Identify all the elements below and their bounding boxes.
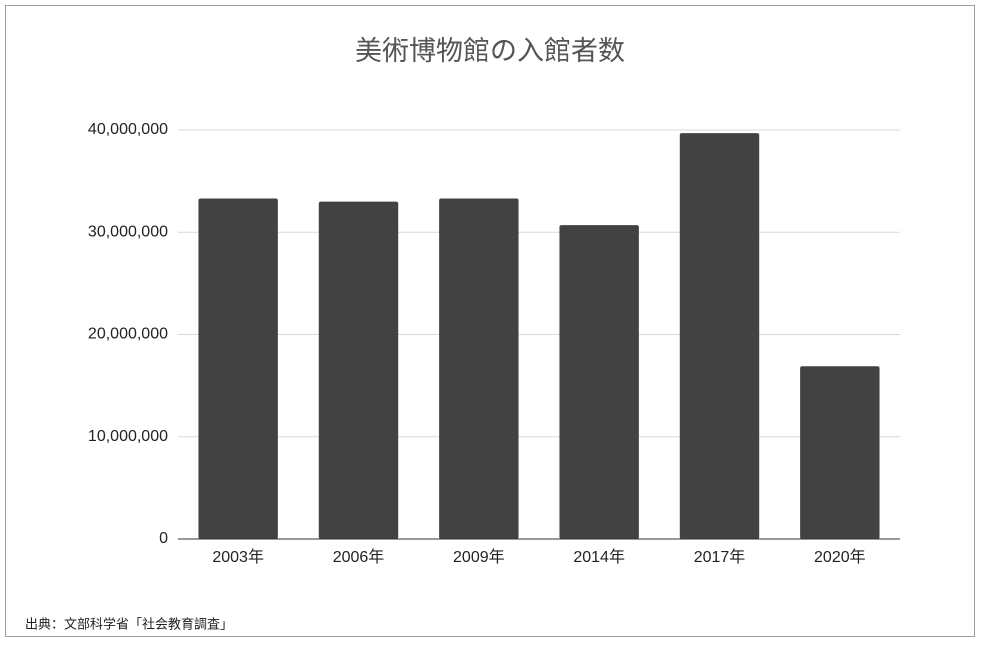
bar — [198, 198, 278, 539]
chart-title: 美術博物館の入館者数 — [355, 36, 625, 66]
bar — [800, 366, 880, 539]
bar — [679, 133, 760, 539]
y-tick-label: 40,000,000 — [88, 121, 168, 138]
y-tick-label: 0 — [159, 530, 168, 547]
x-tick-label: 2017年 — [694, 548, 746, 566]
x-tick-label: 2014年 — [573, 548, 625, 566]
y-tick-label: 10,000,000 — [88, 428, 168, 445]
x-tick-label: 2020年 — [814, 548, 866, 566]
y-tick-label: 20,000,000 — [88, 326, 168, 343]
x-tick-label: 2003年 — [212, 548, 264, 566]
x-tick-label: 2006年 — [333, 548, 385, 566]
bar — [559, 225, 639, 539]
bar — [318, 201, 399, 539]
y-tick-label: 30,000,000 — [88, 223, 168, 240]
source-note: 出典：文部科学省「社会教育調査」 — [25, 616, 233, 631]
x-tick-label: 2009年 — [453, 548, 505, 566]
bar — [439, 198, 519, 539]
